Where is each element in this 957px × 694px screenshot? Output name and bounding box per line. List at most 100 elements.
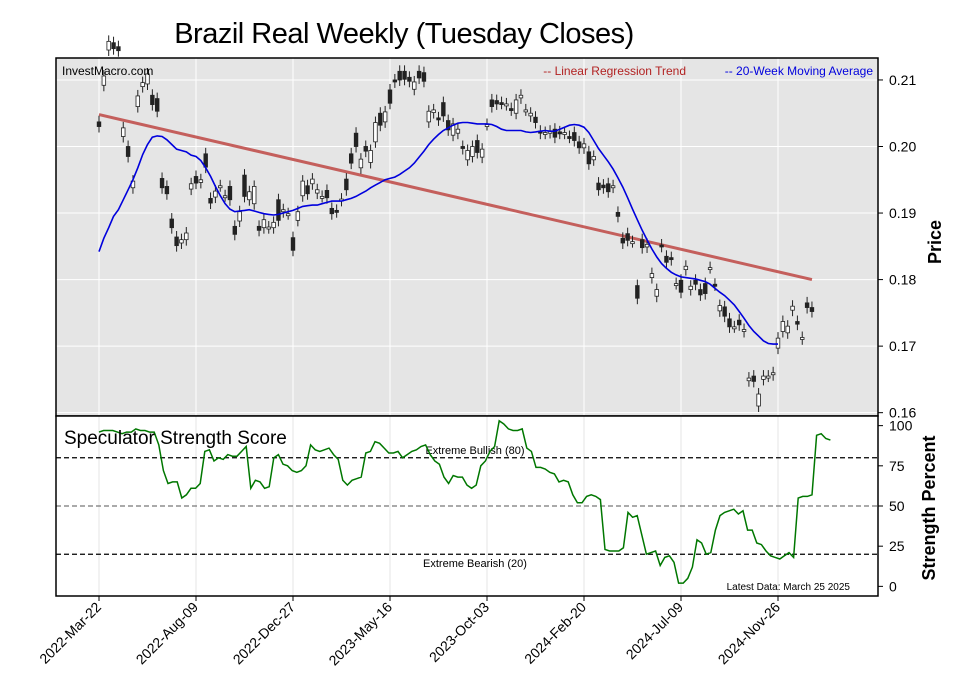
candle-up [251, 186, 257, 205]
candle-down [722, 306, 727, 317]
candle-up [368, 150, 373, 163]
candle-up [513, 99, 519, 114]
candle-up [688, 285, 693, 290]
legend-moving-average: -- 20-Week Moving Average [725, 64, 874, 78]
candle-up [198, 179, 204, 183]
chart-title: Brazil Real Weekly (Tuesday Closes) [174, 18, 634, 50]
price-tick-label: 0.19 [889, 205, 916, 221]
price-panel-background [56, 58, 878, 416]
candle-down [703, 283, 708, 294]
candle-up [300, 180, 305, 197]
price-panel: InvestMacro.com -- Linear Regression Tre… [55, 35, 945, 421]
candle-up [121, 127, 126, 137]
candle-down [804, 302, 810, 308]
candle-up [271, 221, 276, 229]
strength-panel-title: Speculator Strength Score [64, 428, 287, 449]
candle-up [315, 189, 320, 194]
candle-up [106, 40, 111, 51]
candle-up [426, 110, 431, 123]
x-tick-label: 2024-Jul-09 [623, 599, 687, 663]
candle-up [785, 325, 790, 334]
candle-down [698, 289, 703, 296]
candle-up [800, 337, 805, 340]
legend-trend: -- Linear Regression Trend [543, 64, 686, 78]
candle-up [504, 103, 509, 107]
candle-down [402, 70, 407, 80]
candle-down [737, 319, 742, 326]
candle-up [218, 185, 223, 189]
candle-up [523, 109, 528, 113]
strength-panel: Extreme Bullish (80) Extreme Bearish (20)… [55, 415, 939, 597]
candle-up [528, 112, 533, 117]
candle-up [581, 143, 587, 149]
candle-down [174, 236, 179, 247]
candle-down [606, 183, 611, 193]
x-tick-label: 2023-Oct-03 [426, 599, 492, 665]
candle-down [193, 176, 199, 184]
candle-up [707, 267, 713, 271]
candle-down [596, 182, 601, 191]
candle-up [717, 305, 722, 312]
candle-up [518, 94, 524, 99]
candle-down [290, 237, 296, 251]
candle-down [363, 146, 368, 152]
candle-down [693, 279, 698, 285]
candle-up [310, 178, 315, 185]
candle-down [227, 186, 233, 201]
candle-down [552, 128, 558, 138]
candle-up [683, 265, 689, 271]
candle-up [188, 183, 194, 190]
candle-up [145, 73, 150, 85]
candle-up [358, 158, 364, 169]
candle-down [329, 207, 334, 215]
candle-down [576, 141, 582, 149]
candle-down [154, 98, 160, 112]
candle-down [276, 199, 281, 221]
price-gridlines [56, 79, 878, 414]
candle-up [101, 75, 107, 86]
candle-up [373, 122, 378, 143]
candle-up [465, 150, 470, 161]
candle-up [285, 213, 291, 217]
candle-up [184, 232, 189, 241]
candle-down [678, 279, 684, 293]
candle-down [344, 178, 349, 191]
candle-up [261, 219, 267, 229]
candle-up [780, 321, 786, 332]
candle-up [470, 146, 475, 157]
x-tick-label: 2024-Feb-20 [521, 599, 589, 667]
strength-tick-label: 0 [889, 578, 897, 594]
candle-down [809, 307, 815, 312]
price-tick-label: 0.17 [889, 338, 916, 354]
candle-down [305, 185, 310, 195]
price-tick-label: 0.21 [889, 72, 916, 88]
candle-down [795, 321, 800, 325]
candle-down [664, 255, 669, 263]
candle-down [635, 285, 640, 299]
candle-up [644, 243, 650, 248]
candle-up [382, 111, 388, 123]
candle-down [436, 117, 441, 121]
candle-down [572, 132, 577, 141]
candle-up [140, 82, 145, 88]
source-label: InvestMacro.com [62, 64, 153, 78]
candle-down [96, 121, 102, 127]
candle-up [247, 191, 252, 201]
candle-up [455, 128, 461, 134]
candle-down [116, 46, 121, 52]
candle-down [727, 318, 732, 328]
candle-up [766, 375, 771, 379]
candle-down [150, 94, 155, 105]
candle-down [620, 237, 625, 244]
candle-up [295, 211, 301, 221]
reference-line-label: Extreme Bearish (20) [423, 558, 527, 570]
candle-up [756, 393, 761, 407]
candle-up [761, 375, 766, 380]
candle-up [222, 195, 228, 199]
candle-up [179, 239, 184, 244]
candle-down [499, 102, 504, 105]
candle-down [494, 100, 499, 105]
candle-down [489, 99, 495, 107]
candle-down [533, 116, 538, 123]
candle-down [509, 108, 514, 111]
